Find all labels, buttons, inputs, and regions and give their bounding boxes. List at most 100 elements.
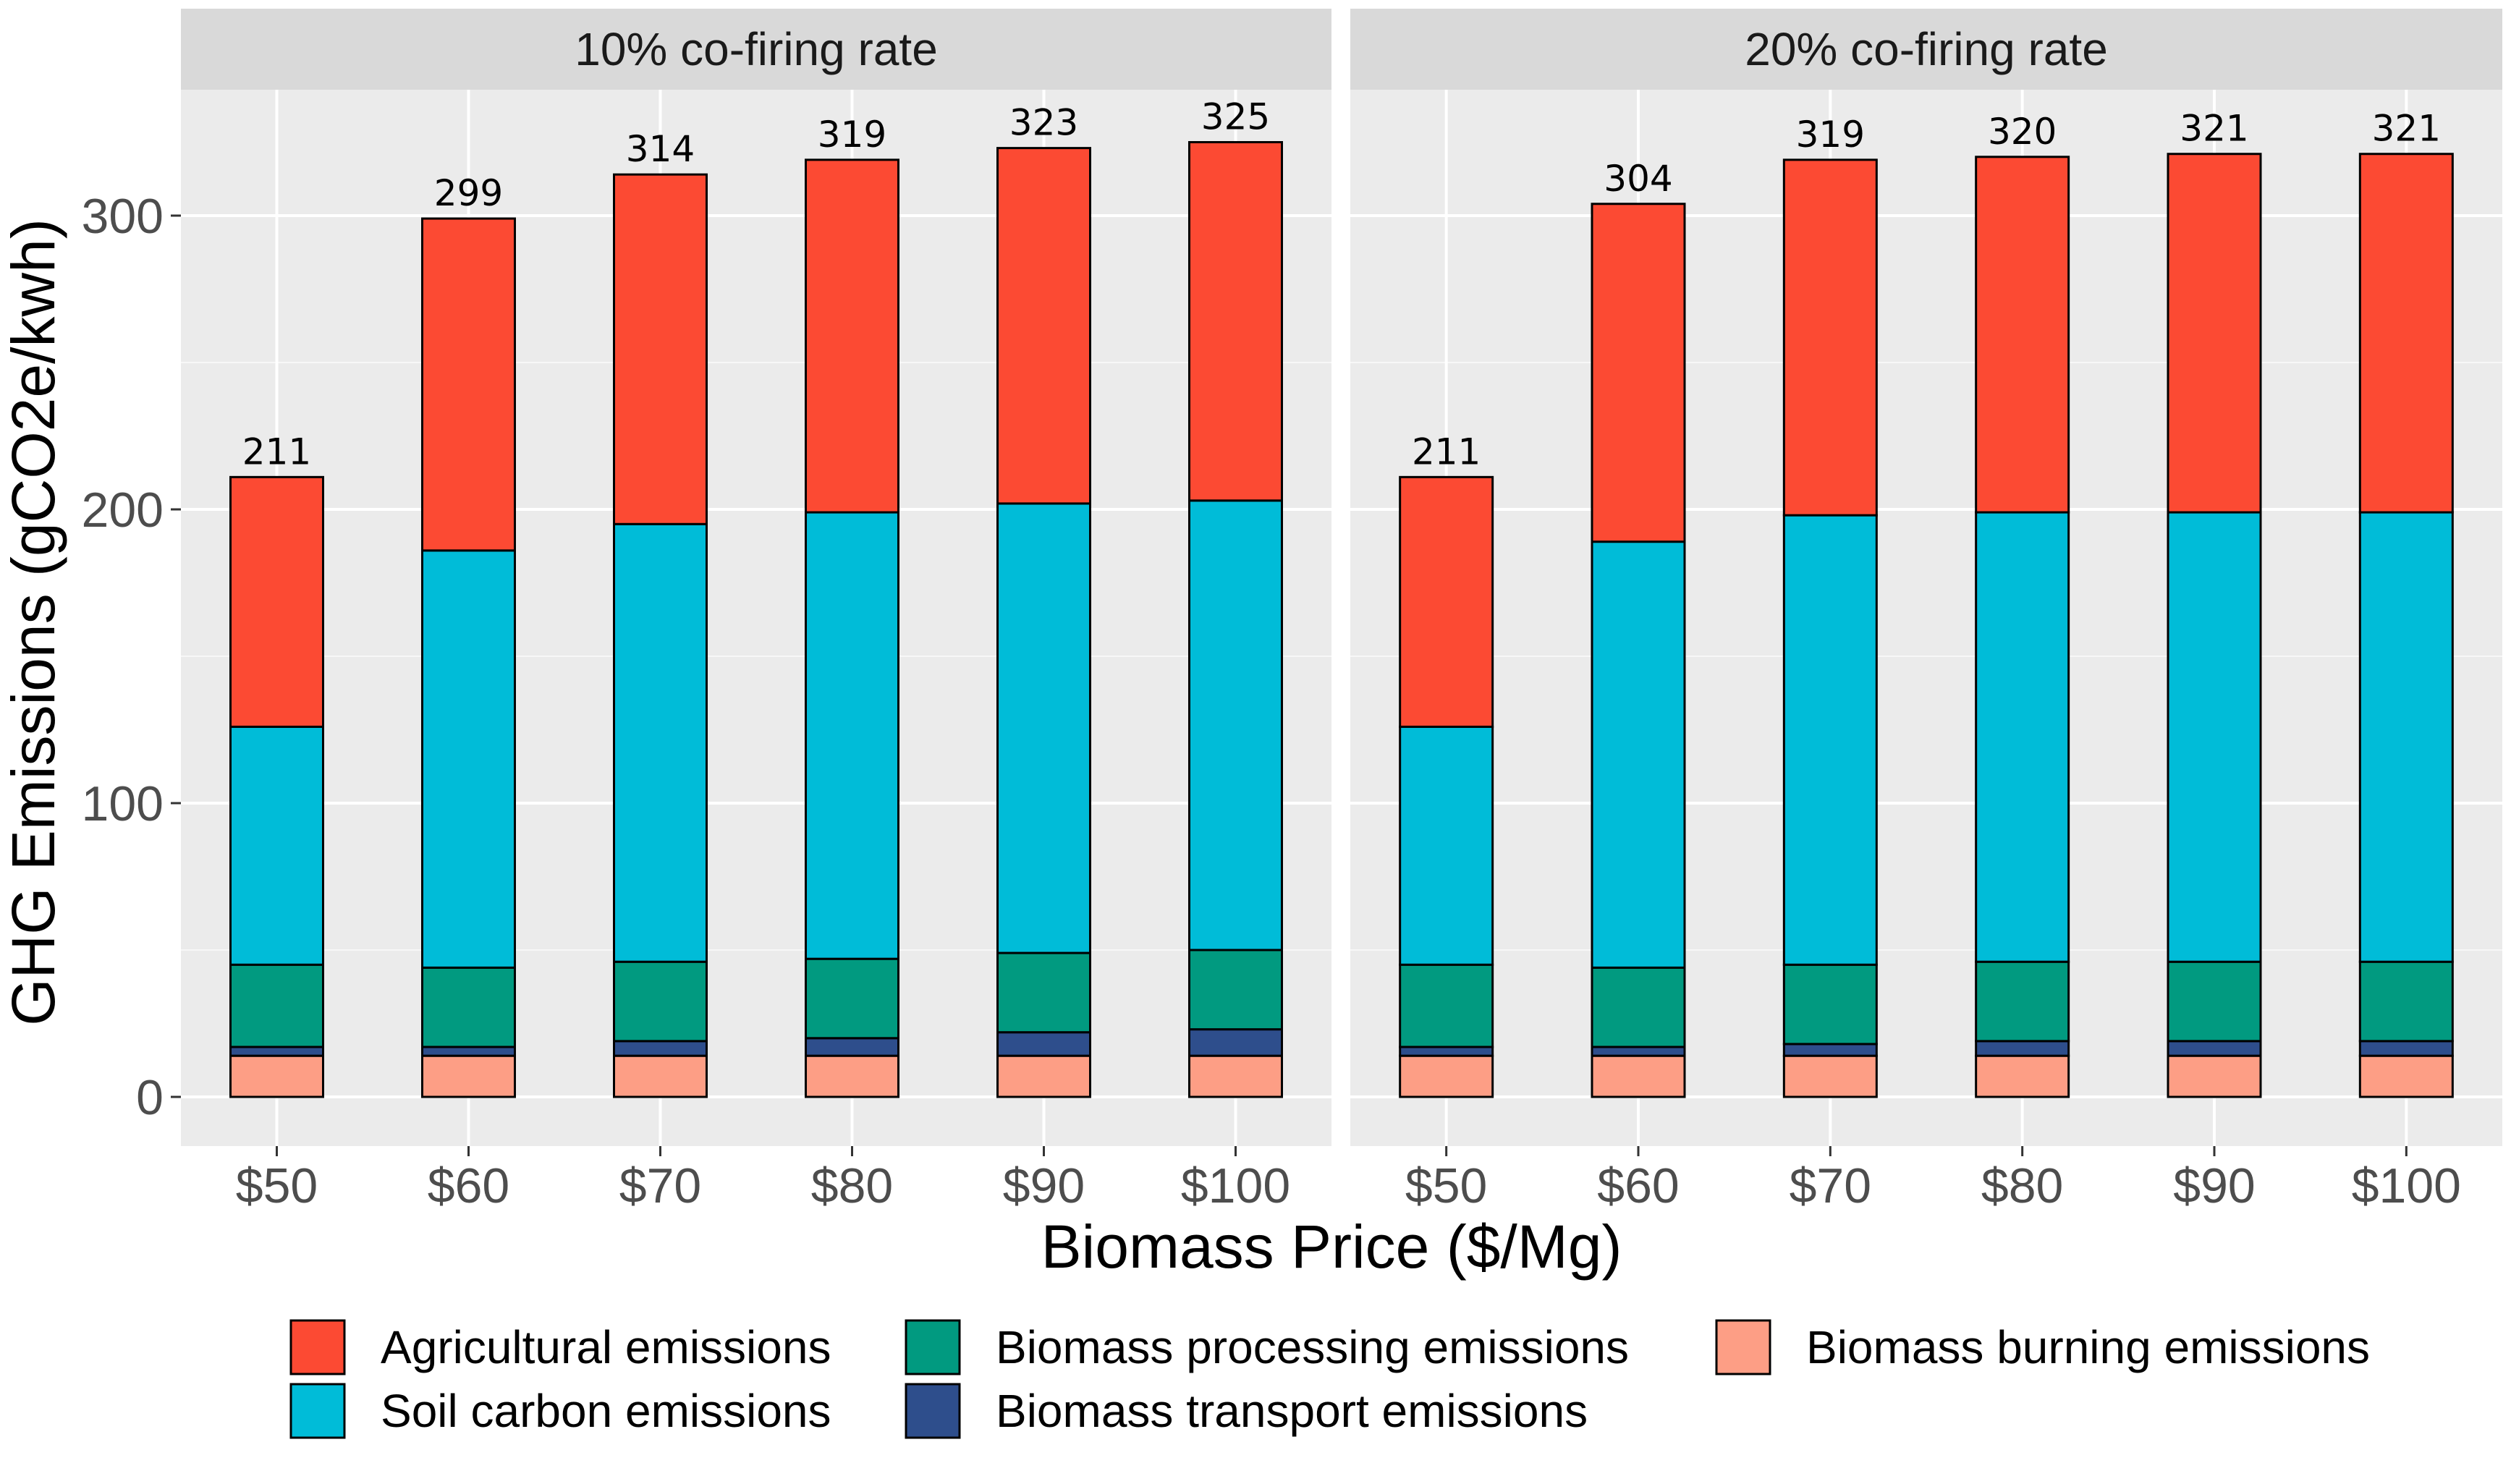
bar-segment [1591,203,1686,543]
x-tick-label: $70 [619,1158,701,1213]
bar-segment [805,1037,899,1057]
bar-segment [1188,1054,1283,1098]
bar-segment [1591,1046,1686,1057]
bar-segment [1188,949,1283,1031]
bar-segment [613,1040,708,1057]
bar-segment [1188,1028,1283,1057]
legend-label: Biomass burning emissions [1806,1321,2370,1373]
bar-total-label: 321 [2180,108,2248,150]
bar-segment [229,475,324,728]
bar-segment [996,951,1091,1034]
bar-segment [229,1046,324,1057]
bar-segment [1399,475,1494,728]
bar-segment [613,1054,708,1098]
panel-title: 10% co-firing rate [575,23,938,75]
bar-segment [805,158,899,514]
bar-segment [1399,1054,1494,1098]
bar-segment [1782,1054,1878,1098]
legend-swatch [905,1319,961,1375]
y-tick-label: 200 [82,483,164,538]
legend-item: Agricultural emissions [289,1319,831,1375]
bar-segment [2358,153,2454,514]
bar-segment [421,1046,516,1057]
bar-segment [1782,158,1878,517]
legend-swatch [289,1383,346,1439]
bar-segment [2358,1054,2454,1098]
x-tick-label: $80 [811,1158,893,1213]
x-tick-label: $70 [1790,1158,1871,1213]
legend-label: Soil carbon emissions [381,1385,831,1437]
panel-2: 20% co-firing rate 211 $50 304 $60 319 $70 320 $… [1350,9,2502,1213]
bar-segment [1399,1046,1494,1057]
bar-total-label: 314 [626,128,695,170]
x-tick-label: $80 [1981,1158,2063,1213]
bar-segment [996,502,1091,954]
bar-segment [996,147,1091,505]
bar-segment [1591,966,1686,1048]
x-axis-title: Biomass Price ($/Mg) [1041,1213,1622,1281]
bar-segment [2167,960,2262,1043]
legend-label: Agricultural emissions [381,1321,831,1373]
legend-label: Biomass transport emissions [996,1385,1588,1437]
bar-segment [2167,511,2262,963]
panel-1: 10% co-firing rate 211 $50 299 $60 314 $70 319 $… [181,9,1331,1213]
x-tick-label: $50 [1405,1158,1487,1213]
bar-segment [1975,1040,2070,1057]
bar-segment [613,173,708,525]
bar-segment [1399,963,1494,1048]
panel-title: 20% co-firing rate [1745,23,2108,75]
bar-segment [1975,1054,2070,1098]
bar-total-label: 319 [818,114,886,156]
plot-background [1350,90,2502,1146]
bar-total-label: 211 [1412,431,1481,472]
bar-total-label: 325 [1201,96,1270,138]
legend-item: Biomass transport emissions [905,1383,1588,1439]
bar-segment [1399,725,1494,966]
bar-segment [805,511,899,960]
bar-total-label: 320 [1988,111,2057,153]
plot-background [181,90,1331,1146]
bar-total-label: 299 [434,172,503,214]
y-axis: 0 100 200 300 [82,189,181,1125]
x-tick-label: $50 [236,1158,318,1213]
x-tick-label: $60 [428,1158,509,1213]
legend-item: Biomass burning emissions [1715,1319,2370,1375]
bar-segment [2167,1054,2262,1098]
bar-segment [421,549,516,969]
x-tick-label: $90 [1003,1158,1085,1213]
legend-item: Biomass processing emissions [905,1319,1629,1375]
bar-segment [1975,960,2070,1043]
bar-total-label: 319 [1796,114,1865,156]
legend-swatch [289,1319,346,1375]
bar-segment [613,522,708,963]
bar-segment [2358,511,2454,963]
bar-segment [421,217,516,552]
bar-segment [2358,960,2454,1043]
bar-segment [1782,1043,1878,1057]
bar-total-label: 323 [1009,102,1078,144]
x-tick-label: $90 [2173,1158,2255,1213]
y-tick-label: 300 [82,189,164,244]
bar-total-label: 304 [1604,158,1672,200]
bar-segment [229,725,324,966]
y-axis-title: GHG Emissions (gCO2e/kwh) [0,219,67,1026]
bar-segment [229,963,324,1048]
bar-segment [2358,1040,2454,1057]
bar-segment [2167,1040,2262,1057]
panels: 10% co-firing rate 211 $50 299 $60 314 $70 319 $… [181,9,2502,1213]
bar-segment [2167,153,2262,514]
bar-segment [1975,511,2070,963]
x-tick-label: $100 [1181,1158,1290,1213]
bar-segment [805,1054,899,1098]
bar-segment [996,1031,1091,1057]
legend-swatch [1715,1319,1771,1375]
legend-item: Soil carbon emissions [289,1383,831,1439]
legend-label: Biomass processing emissions [996,1321,1629,1373]
bar-segment [421,1054,516,1098]
legend-swatch [905,1383,961,1439]
y-tick-label: 100 [82,776,164,831]
bar-segment [1188,499,1283,951]
x-tick-label: $100 [2352,1158,2461,1213]
panel-strip [1350,9,2502,90]
